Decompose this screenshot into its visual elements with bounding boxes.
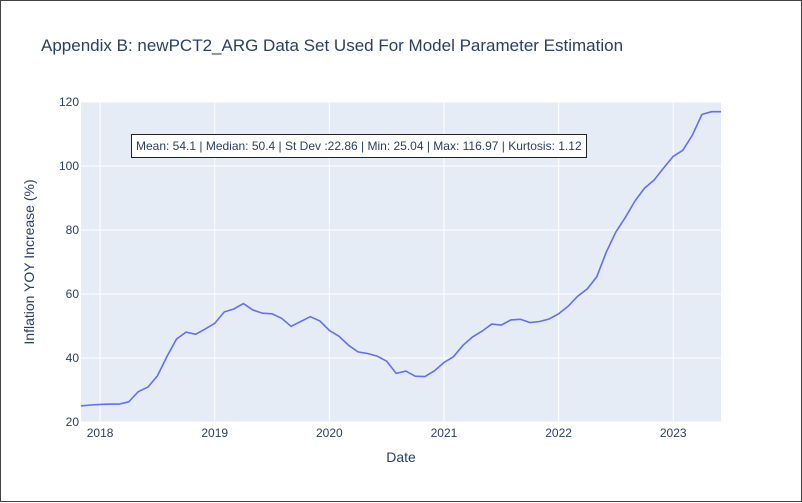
x-tick-label: 2023 [660, 426, 687, 440]
y-tick-label: 60 [66, 287, 80, 301]
stats-annotation: Mean: 54.1 | Median: 50.4 | St Dev :22.8… [131, 134, 587, 158]
y-tick-label: 120 [59, 95, 79, 109]
y-tick-label: 80 [66, 223, 80, 237]
y-tick-label: 100 [59, 159, 79, 173]
series-line [80, 110, 721, 407]
ticks-layer: 20 40 60 80 100 120 2018 2019 2020 2021 2022 2023 [59, 95, 687, 440]
x-tick-label: 2019 [201, 426, 228, 440]
x-tick-label: 2018 [87, 426, 114, 440]
x-tick-label: 2021 [431, 426, 458, 440]
x-tick-label: 2020 [316, 426, 343, 440]
y-tick-label: 40 [66, 351, 80, 365]
x-axis-title: Date [386, 449, 416, 465]
chart-title: Appendix B: newPCT2_ARG Data Set Used Fo… [41, 36, 624, 55]
y-tick-label: 20 [66, 415, 80, 429]
y-axis-title: Inflation YOY Increase (%) [21, 179, 37, 344]
x-tick-label: 2022 [545, 426, 572, 440]
